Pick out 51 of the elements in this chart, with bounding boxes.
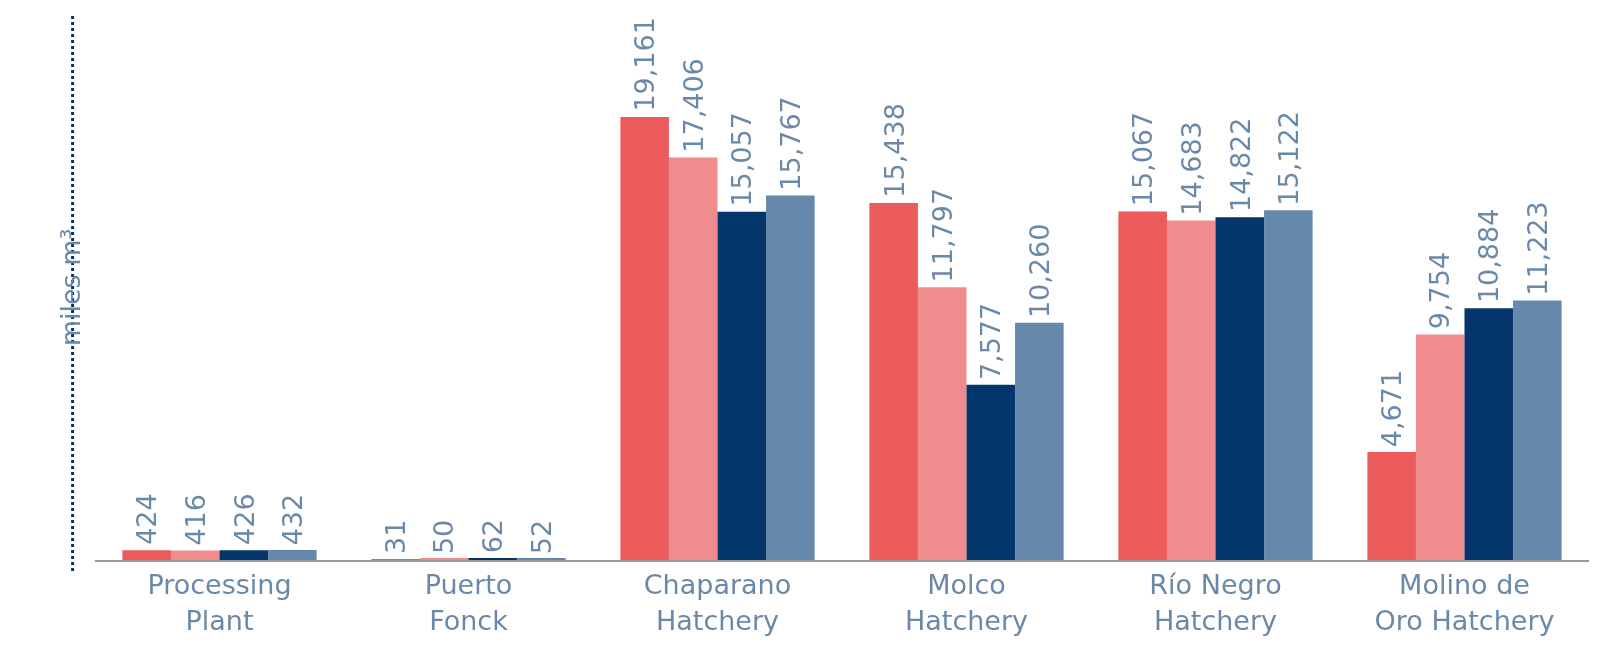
data-label: 15,767 xyxy=(774,96,806,191)
bar xyxy=(917,287,967,560)
bar xyxy=(1118,211,1167,560)
bar xyxy=(1513,300,1562,560)
x-tick-label: Chaparano Hatchery xyxy=(643,569,792,636)
bar xyxy=(766,195,815,560)
bar xyxy=(668,157,718,560)
bar xyxy=(1015,322,1064,560)
bar xyxy=(1367,451,1416,560)
data-label: 15,067 xyxy=(1127,111,1159,207)
bar xyxy=(966,384,1016,560)
bar xyxy=(717,211,767,560)
bar xyxy=(869,203,918,560)
bar xyxy=(1215,217,1265,560)
x-tick-label: Processing Plant xyxy=(147,569,292,636)
data-label: 31 xyxy=(380,519,412,554)
x-tick-label: Puerto Fonck xyxy=(424,569,513,636)
data-label: 10,884 xyxy=(1473,208,1505,304)
data-label: 426 xyxy=(228,493,260,545)
data-label: 52 xyxy=(525,519,557,555)
bar xyxy=(1464,308,1514,560)
bar xyxy=(620,116,669,560)
data-label: 4,671 xyxy=(1376,369,1408,448)
data-label: 17,406 xyxy=(677,58,709,153)
data-label: 14,822 xyxy=(1224,117,1256,213)
x-tick-label: Río Negro Hatchery xyxy=(1149,569,1282,636)
data-label: 9,754 xyxy=(1424,251,1456,330)
bar xyxy=(122,550,171,560)
data-label: 14,683 xyxy=(1175,121,1207,216)
bar xyxy=(1415,334,1465,560)
bar xyxy=(219,550,269,560)
data-label: 15,057 xyxy=(725,112,757,207)
data-label: 10,260 xyxy=(1023,223,1055,319)
bar xyxy=(170,550,220,560)
y-axis-title: miles m³ xyxy=(55,228,87,347)
data-label: 424 xyxy=(131,493,163,545)
data-label: 416 xyxy=(179,494,211,546)
bar xyxy=(1166,220,1216,560)
data-label: 50 xyxy=(428,519,460,555)
data-label: 15,122 xyxy=(1273,111,1305,206)
data-label: 7,577 xyxy=(975,302,1007,381)
data-label: 11,797 xyxy=(927,187,959,283)
data-label: 19,161 xyxy=(628,17,660,112)
bar xyxy=(268,550,317,560)
data-label: 62 xyxy=(477,518,509,554)
data-label: 15,438 xyxy=(878,103,910,198)
bar xyxy=(1264,210,1313,560)
data-label: 432 xyxy=(277,493,309,546)
x-tick-label: Molino de Oro Hatchery xyxy=(1374,569,1555,636)
data-label: 11,223 xyxy=(1521,201,1553,296)
x-tick-label: Molco Hatchery xyxy=(904,569,1029,636)
